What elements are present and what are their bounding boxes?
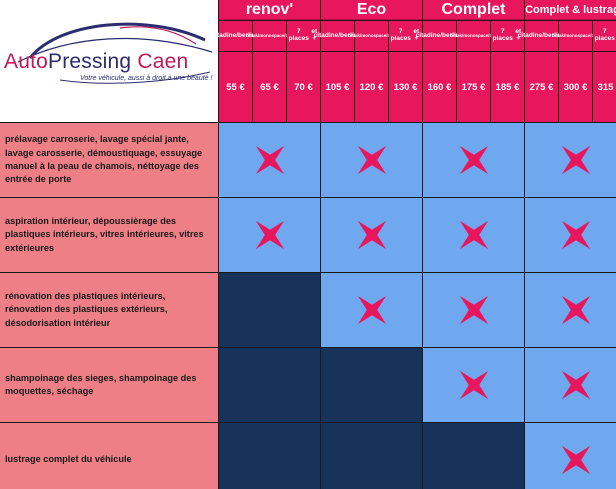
price-cell: 65 € — [253, 52, 286, 122]
vehicle-type-header: citadine/berline — [518, 21, 565, 51]
service-description: lustrage complet du véhicule — [0, 423, 218, 489]
included-star-icon — [255, 220, 284, 250]
included-star-icon — [561, 295, 590, 325]
vehicle-type-label: monospace/ — [361, 32, 388, 38]
included-star-icon — [561, 370, 590, 400]
vehicle-type-label: et + — [515, 28, 522, 42]
vehicle-type-label: break/ — [245, 32, 260, 38]
included-cell — [321, 273, 422, 347]
included-cell — [219, 198, 320, 272]
vehicle-type-header: break/monospace/4x4 — [552, 21, 599, 51]
vehicle-type-label: berline — [238, 31, 260, 39]
service-description: rénovation des plastiques intérieurs, ré… — [0, 273, 218, 347]
included-cell — [321, 198, 422, 272]
logo: AutoPressing Caen Votre véhicule, aussi … — [0, 0, 218, 122]
service-description: aspiration intérieur, dépoussièrage des … — [0, 198, 218, 272]
included-star-icon — [561, 445, 590, 474]
included-star-icon — [459, 145, 488, 175]
included-cell — [423, 273, 524, 347]
vehicle-type-label: berline — [442, 31, 464, 39]
package-header: Eco — [321, 0, 422, 20]
included-star-icon — [357, 145, 386, 175]
included-star-icon — [357, 295, 386, 325]
price-cell: 130 € — [389, 52, 422, 122]
vehicle-type-label: citadine/ — [313, 31, 341, 39]
included-star-icon — [459, 370, 488, 400]
included-star-icon — [459, 220, 488, 250]
not-included-cell — [423, 423, 524, 489]
vehicle-type-header: break/monospace/4x4 — [246, 21, 293, 51]
included-cell — [525, 423, 616, 489]
vehicle-type-label: citadine/ — [211, 31, 239, 39]
included-star-icon — [561, 145, 590, 175]
included-cell — [525, 198, 616, 272]
vehicle-type-label: 7 places — [492, 28, 513, 42]
price-cell: 300 € — [559, 52, 592, 122]
vehicle-type-label: berline — [544, 31, 566, 39]
price-cell: 55 € — [219, 52, 252, 122]
price-cell: 275 € — [525, 52, 558, 122]
logo-word-pressing: Pressing — [48, 50, 132, 73]
price-cell: 175 € — [457, 52, 490, 122]
not-included-cell — [321, 423, 422, 489]
service-description: prélavage carroserie, lavage spécial jan… — [0, 123, 218, 197]
price-cell: 315 € — [593, 52, 616, 122]
included-cell — [525, 348, 616, 422]
not-included-cell — [219, 273, 320, 347]
vehicle-type-label: break/ — [347, 32, 362, 38]
vehicle-type-label: 7 places — [288, 28, 309, 42]
included-cell — [321, 123, 422, 197]
logo-tagline: Votre véhicule, aussi à droit à une beau… — [80, 75, 213, 82]
price-cell: 120 € — [355, 52, 388, 122]
logo-word-caen: Caen — [137, 50, 189, 73]
package-header: Complet — [423, 0, 524, 20]
vehicle-type-header: citadine/berline — [314, 21, 361, 51]
included-star-icon — [255, 145, 284, 175]
vehicle-type-label: break/ — [449, 32, 464, 38]
vehicle-type-header: break/monospace/4x4 — [450, 21, 497, 51]
price-cell: 185 € — [491, 52, 524, 122]
price-cell: 70 € — [287, 52, 320, 122]
included-cell — [423, 123, 524, 197]
vehicle-type-label: et + — [311, 28, 318, 42]
vehicle-type-label: monospace/ — [259, 32, 286, 38]
package-header: Complet & lustrage — [525, 0, 616, 20]
price-cell: 105 € — [321, 52, 354, 122]
vehicle-type-label: 7 places — [594, 28, 615, 42]
included-cell — [423, 348, 524, 422]
vehicle-type-label: 7 places — [390, 28, 411, 42]
vehicle-type-label: citadine/ — [517, 31, 545, 39]
vehicle-type-label: break/ — [551, 32, 566, 38]
vehicle-type-header: citadine/berline — [212, 21, 259, 51]
included-cell — [525, 123, 616, 197]
included-star-icon — [561, 220, 590, 250]
package-header: renov' — [219, 0, 320, 20]
not-included-cell — [219, 348, 320, 422]
vehicle-type-label: et + — [413, 28, 420, 42]
service-description: shampoinage des sieges, shampoinage des … — [0, 348, 218, 422]
included-star-icon — [459, 295, 488, 325]
not-included-cell — [321, 348, 422, 422]
included-star-icon — [357, 220, 386, 250]
included-cell — [219, 123, 320, 197]
price-cell: 160 € — [423, 52, 456, 122]
not-included-cell — [219, 423, 320, 489]
vehicle-type-header: break/monospace/4x4 — [348, 21, 395, 51]
car-silhouette-icon — [17, 22, 213, 84]
vehicle-type-header: citadine/berline — [416, 21, 463, 51]
vehicle-type-label: berline — [340, 31, 362, 39]
vehicle-type-label: monospace/ — [463, 32, 490, 38]
included-cell — [525, 273, 616, 347]
vehicle-type-label: citadine/ — [415, 31, 443, 39]
included-cell — [423, 198, 524, 272]
logo-word-auto: Auto — [4, 50, 48, 73]
vehicle-type-label: monospace/ — [565, 32, 592, 38]
